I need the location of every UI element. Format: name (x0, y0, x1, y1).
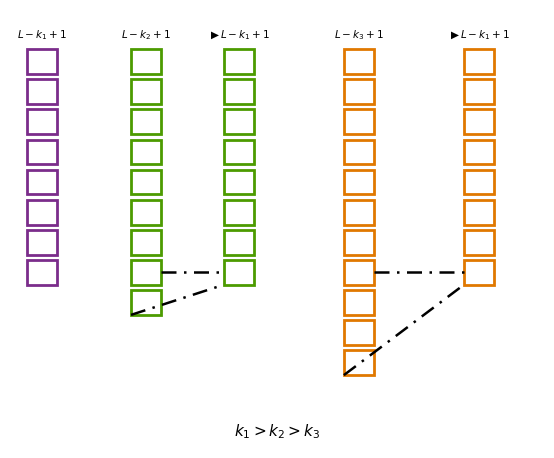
Bar (464, 109, 494, 134)
Text: $L - k_2 + 1$: $L - k_2 + 1$ (121, 28, 171, 43)
Bar (344, 169, 374, 194)
Bar (464, 260, 494, 285)
Bar (27, 169, 58, 194)
Bar (224, 109, 254, 134)
Text: $L - k_3 + 1$: $L - k_3 + 1$ (334, 28, 384, 43)
Bar (344, 320, 374, 345)
Bar (344, 140, 374, 164)
Bar (344, 290, 374, 315)
Bar (224, 140, 254, 164)
Bar (224, 79, 254, 104)
Bar (344, 109, 374, 134)
Bar (464, 230, 494, 255)
Bar (131, 109, 161, 134)
Bar (131, 79, 161, 104)
Bar (131, 169, 161, 194)
Bar (224, 169, 254, 194)
Bar (464, 169, 494, 194)
Bar (464, 49, 494, 74)
Bar (464, 200, 494, 224)
Text: $\blacktriangleright L - k_1 + 1$: $\blacktriangleright L - k_1 + 1$ (208, 29, 270, 43)
Bar (131, 290, 161, 315)
Bar (344, 49, 374, 74)
Bar (131, 230, 161, 255)
Bar (344, 230, 374, 255)
Bar (27, 140, 58, 164)
Bar (224, 260, 254, 285)
Bar (27, 49, 58, 74)
Bar (27, 230, 58, 255)
Bar (464, 79, 494, 104)
Bar (224, 49, 254, 74)
Bar (131, 140, 161, 164)
Bar (344, 79, 374, 104)
Bar (27, 109, 58, 134)
Bar (464, 140, 494, 164)
Text: $L - k_1 + 1$: $L - k_1 + 1$ (17, 28, 67, 43)
Text: $\blacktriangleright L - k_1 + 1$: $\blacktriangleright L - k_1 + 1$ (448, 29, 510, 43)
Bar (224, 200, 254, 224)
Bar (224, 230, 254, 255)
Bar (131, 260, 161, 285)
Bar (344, 200, 374, 224)
Bar (27, 79, 58, 104)
Bar (27, 200, 58, 224)
Bar (344, 350, 374, 375)
Bar (344, 260, 374, 285)
Bar (131, 200, 161, 224)
Text: $k_1 > k_2 > k_3$: $k_1 > k_2 > k_3$ (234, 422, 320, 441)
Bar (131, 49, 161, 74)
Bar (27, 260, 58, 285)
